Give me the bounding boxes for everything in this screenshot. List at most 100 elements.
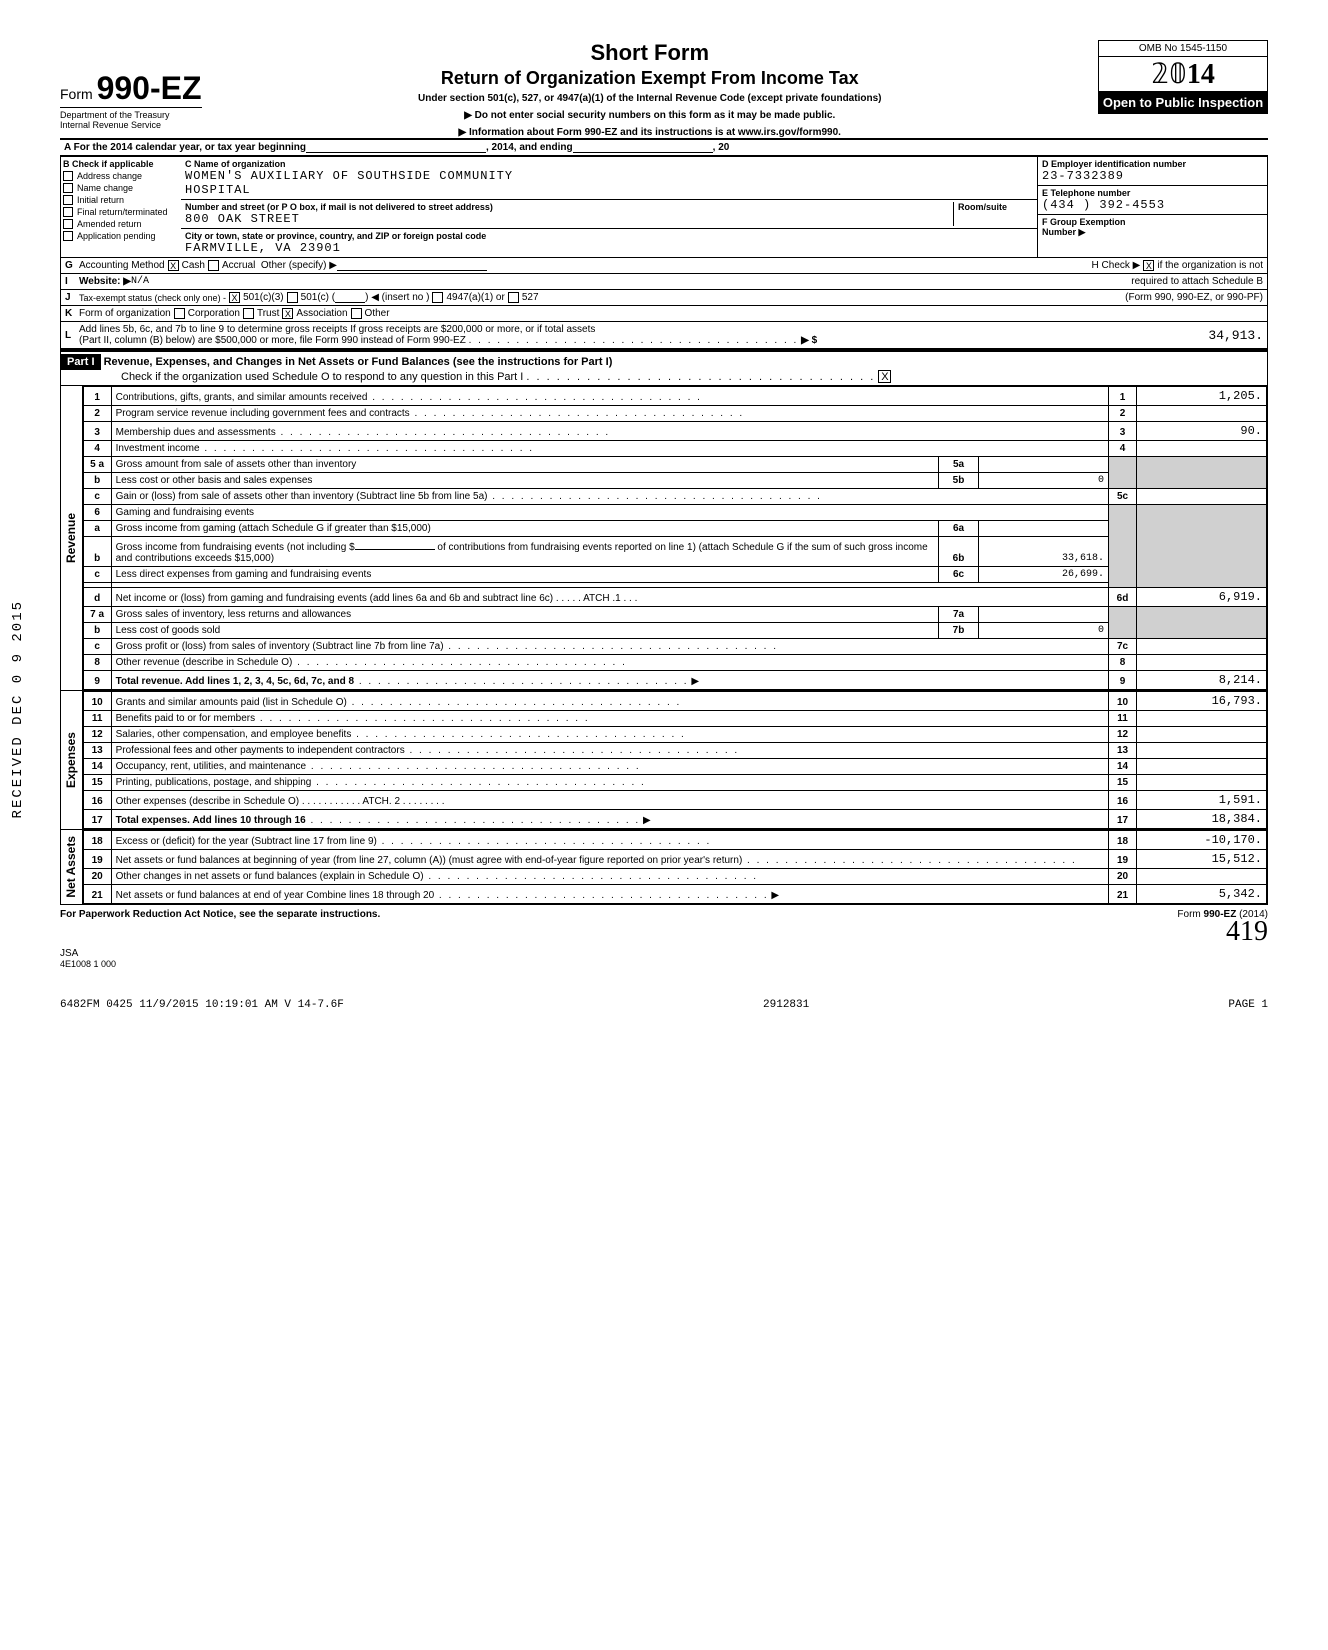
check-pending[interactable]	[63, 231, 73, 241]
l3-rnum: 3	[1109, 422, 1137, 441]
l17-arrow: ▶	[643, 815, 651, 826]
arrow-info: ▶ Information about Form 990-EZ and its …	[212, 127, 1089, 138]
label-corp: Corporation	[188, 308, 240, 319]
l15-num: 15	[83, 775, 111, 791]
l2-num: 2	[83, 406, 111, 422]
l20-amt	[1137, 869, 1267, 885]
label-501c: 501(c) (	[301, 292, 335, 303]
row-g: G Accounting Method X Cash Accrual Other…	[60, 258, 1268, 274]
check-schedule-b[interactable]: X	[1143, 260, 1154, 271]
l5a-box: 5a	[939, 457, 979, 473]
check-name[interactable]	[63, 183, 73, 193]
l1-rnum: 1	[1109, 387, 1137, 406]
check-4947[interactable]	[432, 292, 443, 303]
l15-desc: Printing, publications, postage, and shi…	[116, 777, 312, 788]
l18-desc: Excess or (deficit) for the year (Subtra…	[116, 836, 377, 847]
check-other-org[interactable]	[351, 308, 362, 319]
city-label: City or town, state or province, country…	[185, 231, 1033, 241]
label-other-method: Other (specify) ▶	[261, 260, 337, 271]
l13-num: 13	[83, 743, 111, 759]
l6-num: 6	[83, 505, 111, 521]
l5c-num: c	[83, 489, 111, 505]
tel-label: E Telephone number	[1042, 188, 1263, 198]
check-trust[interactable]	[243, 308, 254, 319]
l1-desc: Contributions, gifts, grants, and simila…	[116, 392, 368, 403]
l3-desc: Membership dues and assessments	[116, 427, 276, 438]
website-value: N/A	[131, 276, 149, 287]
l6d-atch: ATCH .1	[583, 593, 621, 604]
dept-line1: Department of the Treasury	[60, 107, 202, 120]
jsa: JSA	[60, 948, 1268, 959]
label-pending: Application pending	[77, 231, 156, 241]
title-return: Return of Organization Exempt From Incom…	[212, 68, 1089, 89]
check-address[interactable]	[63, 171, 73, 181]
l21-num: 21	[83, 885, 111, 904]
check-501c3[interactable]: X	[229, 292, 240, 303]
row-h-text2c: (Form 990, 990-EZ, or 990-PF)	[1125, 292, 1263, 303]
check-501c[interactable]	[287, 292, 298, 303]
l7b-inamt: 0	[979, 623, 1109, 639]
l17-rnum: 17	[1109, 810, 1137, 829]
check-amended[interactable]	[63, 219, 73, 229]
l5b-box: 5b	[939, 473, 979, 489]
l11-num: 11	[83, 711, 111, 727]
l17-num: 17	[83, 810, 111, 829]
l7c-amt	[1137, 639, 1267, 655]
l13-amt	[1137, 743, 1267, 759]
l8-desc: Other revenue (describe in Schedule O)	[116, 657, 293, 668]
check-final[interactable]	[63, 207, 73, 217]
check-schedule-o[interactable]: X	[878, 370, 891, 383]
l8-amt	[1137, 655, 1267, 671]
l10-num: 10	[83, 692, 111, 711]
label-527: 527	[522, 292, 539, 303]
accounting-label: Accounting Method	[79, 260, 165, 271]
l6c-inamt: 26,699.	[979, 567, 1109, 583]
line-a: A For the 2014 calendar year, or tax yea…	[60, 138, 1268, 155]
ein-label: D Employer identification number	[1042, 159, 1263, 169]
name-label: C Name of organization	[185, 159, 1033, 169]
check-assoc[interactable]: X	[282, 308, 293, 319]
l10-amt: 16,793.	[1137, 692, 1267, 711]
l11-rnum: 11	[1109, 711, 1137, 727]
l6b-desc1: Gross income from fundraising events (no…	[116, 542, 355, 553]
l6c-desc: Less direct expenses from gaming and fun…	[116, 569, 372, 580]
netassets-table: 18Excess or (deficit) for the year (Subt…	[83, 830, 1267, 904]
label-insert: ) ◀ (insert no )	[365, 292, 429, 303]
page-bottom: 6482FM 0425 11/9/2015 10:19:01 AM V 14-7…	[60, 999, 1268, 1011]
check-cash[interactable]: X	[168, 260, 179, 271]
check-initial[interactable]	[63, 195, 73, 205]
l5c-amt	[1137, 489, 1267, 505]
col-b: B Check if applicable Address change Nam…	[61, 157, 181, 257]
part1-title: Revenue, Expenses, and Changes in Net As…	[104, 356, 613, 368]
received-stamp: RECEIVED DEC 0 9 2015	[10, 600, 26, 818]
jsa-code: 4E1008 1 000	[60, 959, 1268, 969]
label-trust: Trust	[257, 308, 279, 319]
l7a-num: 7 a	[83, 607, 111, 623]
check-527[interactable]	[508, 292, 519, 303]
telephone: (434 ) 392-4553	[1042, 198, 1263, 212]
label-accrual: Accrual	[222, 260, 255, 271]
group-label2: Number ▶	[1042, 227, 1263, 238]
l5a-inamt	[979, 457, 1109, 473]
l4-desc: Investment income	[116, 443, 200, 454]
l6d-num: d	[83, 588, 111, 607]
l5c-rnum: 5c	[1109, 489, 1137, 505]
row-h-text2b: required to attach Schedule B	[1131, 276, 1263, 287]
dept-line2: Internal Revenue Service	[60, 120, 202, 130]
l6d-amt: 6,919.	[1137, 588, 1267, 607]
check-corp[interactable]	[174, 308, 185, 319]
l4-num: 4	[83, 441, 111, 457]
l5b-desc: Less cost or other basis and sales expen…	[116, 475, 313, 486]
paperwork-notice: For Paperwork Reduction Act Notice, see …	[60, 909, 380, 920]
l2-amt	[1137, 406, 1267, 422]
form-prefix: Form	[60, 86, 93, 102]
city-state-zip: FARMVILLE, VA 23901	[185, 241, 1033, 255]
l16-amt: 1,591.	[1137, 791, 1267, 810]
l12-num: 12	[83, 727, 111, 743]
part1-check-text: Check if the organization used Schedule …	[61, 371, 523, 383]
check-accrual[interactable]	[208, 260, 219, 271]
l6-desc: Gaming and fundraising events	[116, 507, 254, 518]
col-d: D Employer identification number 23-7332…	[1037, 157, 1267, 257]
line-a-mid: , 2014, and ending	[486, 142, 573, 153]
row-l-text1: Add lines 5b, 6c, and 7b to line 9 to de…	[79, 324, 1143, 335]
